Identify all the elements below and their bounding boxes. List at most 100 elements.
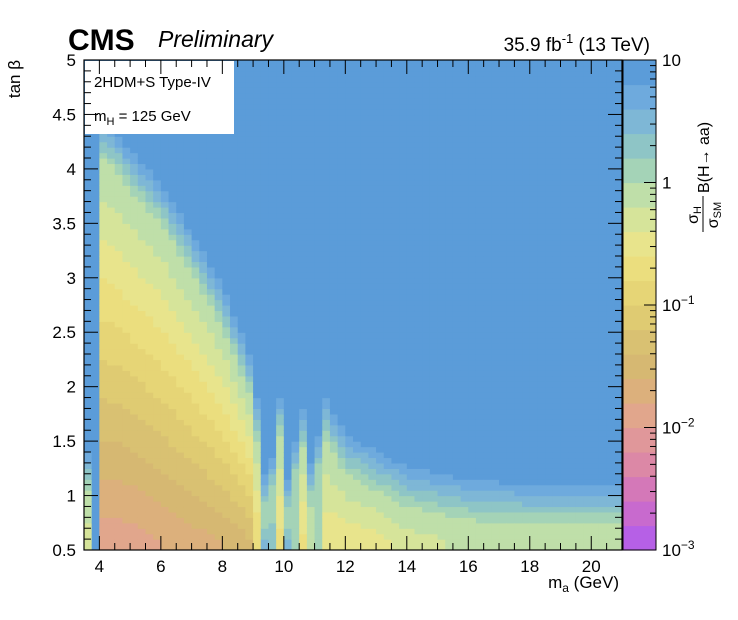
heatmap-cell xyxy=(230,386,239,393)
heatmap-cell xyxy=(353,245,362,252)
heatmap-cell xyxy=(114,168,124,175)
heatmap-cell xyxy=(153,343,162,350)
heatmap-cell xyxy=(391,92,400,99)
heatmap-cell xyxy=(306,435,316,442)
heatmap-cell xyxy=(360,315,369,322)
heatmap-cell xyxy=(399,266,408,273)
heatmap-cell xyxy=(460,152,469,159)
heatmap-cell xyxy=(452,375,462,382)
heatmap-cell xyxy=(199,397,208,404)
heatmap-cell xyxy=(329,511,339,518)
heatmap-cell xyxy=(206,359,216,366)
heatmap-cell xyxy=(483,212,492,219)
heatmap-cell xyxy=(368,430,377,437)
heatmap-cell xyxy=(99,321,108,328)
heatmap-cell xyxy=(345,109,354,116)
heatmap-cell xyxy=(368,103,377,110)
heatmap-cell xyxy=(145,245,154,252)
heatmap-cell xyxy=(452,315,462,322)
heatmap-cell xyxy=(237,359,246,366)
heatmap-cell xyxy=(452,277,462,284)
heatmap-cell xyxy=(483,332,492,339)
heatmap-cell xyxy=(406,158,416,165)
heatmap-cell xyxy=(422,539,431,546)
heatmap-cell xyxy=(245,364,254,371)
heatmap-cell xyxy=(237,212,246,219)
heatmap-cell xyxy=(130,217,139,224)
heatmap-cell xyxy=(291,462,300,469)
heatmap-cell xyxy=(406,174,416,181)
heatmap-cell xyxy=(191,413,200,420)
heatmap-cell xyxy=(422,228,431,235)
heatmap-cell xyxy=(306,533,316,540)
heatmap-cell xyxy=(268,212,277,219)
heatmap-cell xyxy=(422,337,431,344)
heatmap-cell xyxy=(260,517,270,524)
heatmap-cell xyxy=(299,315,308,322)
heatmap-cell xyxy=(406,315,416,322)
heatmap-cell xyxy=(391,479,400,486)
heatmap-cell xyxy=(183,430,193,437)
heatmap-cell xyxy=(206,288,216,295)
heatmap-cell xyxy=(183,386,193,393)
heatmap-cell xyxy=(376,119,385,126)
heatmap-cell xyxy=(399,517,408,524)
heatmap-cell xyxy=(130,315,139,322)
heatmap-cell xyxy=(199,299,208,306)
heatmap-cell xyxy=(360,130,369,137)
heatmap-cell xyxy=(91,419,100,426)
heatmap-cell xyxy=(414,234,423,241)
heatmap-cell xyxy=(260,141,270,148)
heatmap-cell xyxy=(460,87,469,94)
heatmap-cell xyxy=(368,168,377,175)
heatmap-cell xyxy=(499,65,508,72)
heatmap-cell xyxy=(130,462,139,469)
heatmap-cell xyxy=(391,272,400,279)
heatmap-cell xyxy=(391,403,400,410)
heatmap-cell xyxy=(84,305,93,312)
heatmap-cell xyxy=(475,364,485,371)
heatmap-cell xyxy=(237,152,246,159)
heatmap-cell xyxy=(429,354,439,361)
heatmap-cell xyxy=(245,109,254,116)
heatmap-cell xyxy=(491,315,500,322)
heatmap-cell xyxy=(191,386,200,393)
heatmap-cell xyxy=(345,228,354,235)
heatmap-cell xyxy=(176,419,185,426)
heatmap-cell xyxy=(383,283,393,290)
heatmap-cell xyxy=(406,452,416,459)
heatmap-cell xyxy=(99,250,108,257)
heatmap-cell xyxy=(168,223,177,230)
heatmap-cell xyxy=(452,163,462,170)
heatmap-cell xyxy=(276,544,285,550)
heatmap-cell xyxy=(314,163,323,170)
heatmap-cell xyxy=(306,168,316,175)
heatmap-cell xyxy=(445,326,454,333)
heatmap-cell xyxy=(322,473,331,480)
heatmap-cell xyxy=(276,81,285,88)
heatmap-cell xyxy=(460,462,469,469)
heatmap-cell xyxy=(283,430,293,437)
heatmap-cell xyxy=(137,152,147,159)
heatmap-cell xyxy=(168,441,177,448)
heatmap-cell xyxy=(260,348,270,355)
heatmap-cell xyxy=(322,196,331,203)
heatmap-cell xyxy=(491,348,500,355)
heatmap-cell xyxy=(91,168,100,175)
heatmap-cell xyxy=(222,430,231,437)
heatmap-cell xyxy=(383,141,393,148)
heatmap-cell xyxy=(230,446,239,453)
heatmap-cell xyxy=(237,501,246,508)
heatmap-cell xyxy=(153,152,162,159)
heatmap-cell xyxy=(222,495,231,502)
heatmap-cell xyxy=(329,413,339,420)
heatmap-cell xyxy=(368,528,377,535)
heatmap-cell xyxy=(437,277,446,284)
heatmap-cell xyxy=(283,168,293,175)
heatmap-cell xyxy=(383,272,393,279)
heatmap-cell xyxy=(291,250,300,257)
heatmap-cell xyxy=(383,92,393,99)
heatmap-cell xyxy=(437,174,446,181)
heatmap-cell xyxy=(84,196,93,203)
heatmap-cell xyxy=(168,359,177,366)
